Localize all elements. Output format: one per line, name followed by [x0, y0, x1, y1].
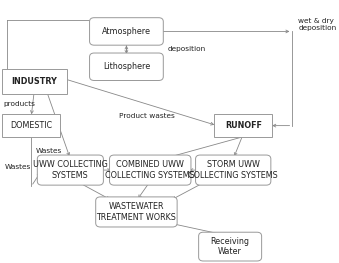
FancyBboxPatch shape	[196, 155, 271, 185]
FancyBboxPatch shape	[109, 155, 191, 185]
FancyBboxPatch shape	[2, 69, 66, 94]
Text: WASTEWATER
TREATMENT WORKS: WASTEWATER TREATMENT WORKS	[97, 202, 176, 222]
FancyBboxPatch shape	[96, 197, 177, 227]
Text: Wastes: Wastes	[36, 148, 62, 154]
Text: Atmosphere: Atmosphere	[102, 27, 151, 36]
Text: RUNOFF: RUNOFF	[225, 121, 262, 130]
Text: products: products	[3, 101, 35, 107]
Text: STORM UWW
COLLECTING SYSTEMS: STORM UWW COLLECTING SYSTEMS	[188, 160, 278, 180]
Text: INDUSTRY: INDUSTRY	[11, 77, 57, 86]
Text: Lithosphere: Lithosphere	[103, 62, 150, 71]
Text: Product wastes: Product wastes	[119, 113, 174, 119]
FancyBboxPatch shape	[89, 18, 163, 45]
Text: DOMESTIC: DOMESTIC	[10, 121, 52, 130]
FancyBboxPatch shape	[2, 114, 60, 137]
Text: deposition: deposition	[168, 46, 206, 52]
FancyBboxPatch shape	[199, 232, 262, 261]
FancyBboxPatch shape	[214, 114, 272, 137]
Text: COMBINED UWW
COLLECTING SYSTEMS: COMBINED UWW COLLECTING SYSTEMS	[105, 160, 195, 180]
FancyBboxPatch shape	[89, 53, 163, 80]
Text: wet & dry
deposition: wet & dry deposition	[299, 18, 337, 31]
Text: Receiving
Water: Receiving Water	[211, 237, 250, 256]
Text: Wastes: Wastes	[5, 164, 31, 170]
FancyBboxPatch shape	[37, 155, 103, 185]
Text: UWW COLLECTING
SYSTEMS: UWW COLLECTING SYSTEMS	[33, 160, 108, 180]
